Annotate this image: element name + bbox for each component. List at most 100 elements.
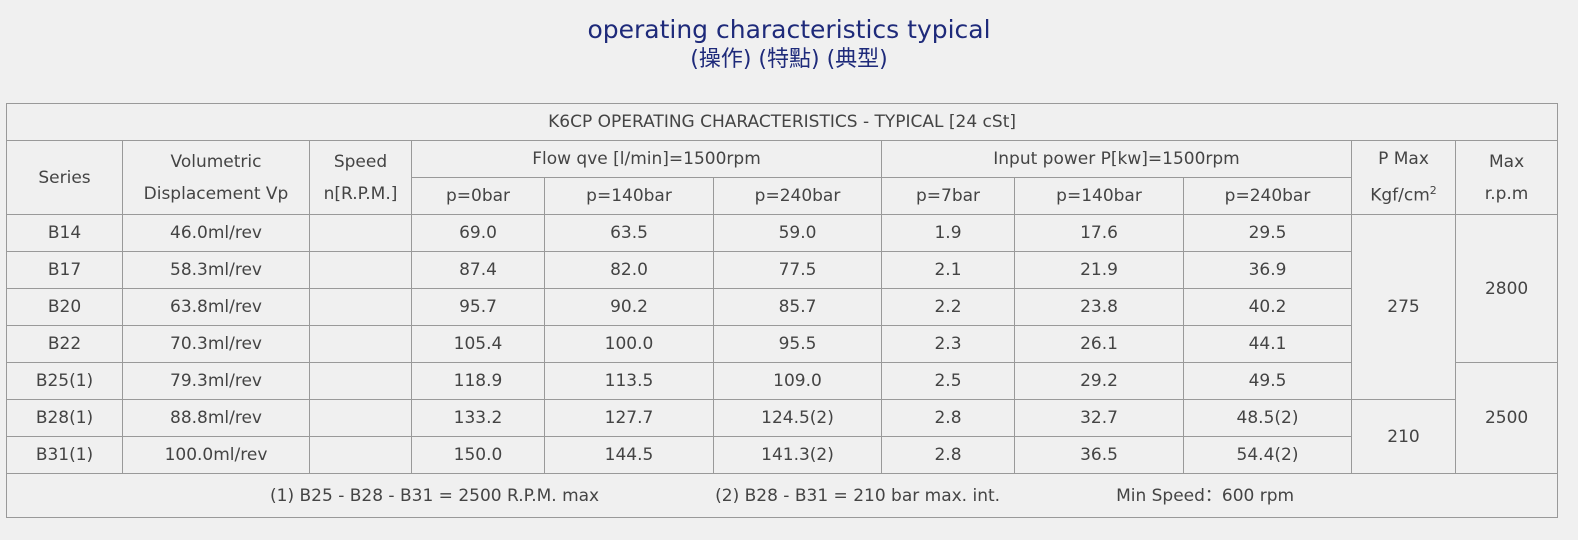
empty-cell (309, 436, 412, 474)
data-row: B20 63.8ml/rev 95.7 90.2 85.7 2.2 23.8 40.2 (6, 288, 1558, 326)
header-line: Displacement Vp (143, 183, 289, 204)
cell: 44.1 (1183, 325, 1352, 363)
cell: 63.5 (544, 214, 714, 252)
cell: 54.4(2) (1183, 436, 1352, 474)
header-row: p=0bar p=140bar p=240bar p=7bar p=140bar p=24… (7, 177, 1558, 215)
header-cell: p=240bar (1183, 177, 1352, 215)
header-line: Volumetric (170, 151, 262, 172)
empty-cell (309, 214, 412, 252)
table: K6CP OPERATING CHARACTERISTICS - TYPICAL… (5, 103, 1559, 518)
empty-cell (309, 362, 412, 400)
cell: 82.0 (544, 251, 714, 289)
cell: B28(1) (6, 399, 123, 437)
data-row: B31(1) 100.0ml/rev 150.0 144.5 141.3(2) 2.8 36… (6, 436, 1558, 474)
header-line: Speed (333, 151, 388, 172)
empty-cell (309, 325, 412, 363)
caption-row: K6CP OPERATING CHARACTERISTICS - TYPICAL… (5, 103, 1559, 141)
data-row: B14 46.0ml/rev 69.0 63.5 59.0 1.9 17.6 29.5 275 2… (6, 214, 1559, 400)
cell: 85.7 (713, 288, 882, 326)
cell: 29.2 (1014, 362, 1184, 400)
cell: 49.5 (1183, 362, 1352, 400)
header-cell: p=7bar (881, 177, 1015, 215)
cell: 133.2 (411, 399, 545, 437)
cell: 1.9 (881, 214, 1015, 252)
cell: 36.5 (1014, 436, 1184, 474)
header: operating characteristics typical (操作) (… (0, 14, 1578, 74)
cell: 2.2 (881, 288, 1015, 326)
header-cell: Series (6, 140, 123, 215)
cell: 100.0 (544, 325, 714, 363)
footnote: (1) B25 - B28 - B31 = 2500 R.P.M. max (270, 485, 600, 506)
cell: 32.7 (1014, 399, 1184, 437)
cell: 2800 (1454, 214, 1559, 363)
subtitle: (操作) (特點) (典型) (690, 47, 888, 72)
cell: 17.6 (1014, 214, 1184, 252)
header-cell: Speed n[R.P.M.] (309, 140, 412, 215)
empty-cell (309, 288, 412, 326)
cell: 100.0ml/rev (122, 436, 310, 474)
cell: 77.5 (713, 251, 882, 289)
header-row: Series Volumetric Displacement Vp Speed n[R.… (6, 140, 1559, 215)
cell: 95.5 (713, 325, 882, 363)
cell: 144.5 (544, 436, 714, 474)
title: operating characteristics typical (587, 15, 991, 44)
cell: 26.1 (1014, 325, 1184, 363)
cell: 87.4 (411, 251, 545, 289)
cell: B31(1) (6, 436, 123, 474)
footnote: (2) B28 - B31 = 210 bar max. int. (715, 485, 1001, 506)
cell: 141.3(2) (713, 436, 882, 474)
header-cell: Volumetric Displacement Vp (122, 140, 310, 215)
footer: (1) B25 - B28 - B31 = 2500 R.P.M. max (2)… (5, 473, 1559, 518)
cell: 90.2 (544, 288, 714, 326)
header-line: r.p.m (1484, 183, 1529, 204)
cell: 88.8ml/rev (122, 399, 310, 437)
cell: B17 (6, 251, 123, 289)
header-cell: Flow qve [l/min]=1500rpm (411, 140, 882, 178)
cell: 275 (1351, 214, 1456, 400)
cell: B25(1) (6, 362, 123, 400)
footnote: Min Speed：600 rpm (1116, 485, 1295, 506)
cell: 127.7 (544, 399, 714, 437)
header-cell: p=140bar (544, 177, 714, 215)
header-cell: Max r.p.m (1454, 140, 1559, 215)
cell: 124.5(2) (713, 399, 882, 437)
cell: B14 (6, 214, 123, 252)
cell: 21.9 (1014, 251, 1184, 289)
header-cell: p=140bar (1014, 177, 1184, 215)
header-line: Kgf/cm (1370, 185, 1430, 206)
cell: 59.0 (713, 214, 882, 252)
cell: 36.9 (1183, 251, 1352, 289)
data-row: B25(1) 79.3ml/rev 118.9 113.5 109.0 2.5 29.2 49… (6, 362, 1559, 474)
cell: 63.8ml/rev (122, 288, 310, 326)
cell: 105.4 (411, 325, 545, 363)
data-row: B17 58.3ml/rev 87.4 82.0 77.5 2.1 21.9 36.9 (6, 251, 1558, 289)
cell: 2500 (1454, 362, 1559, 474)
cell: 118.9 (411, 362, 545, 400)
caption: K6CP OPERATING CHARACTERISTICS - TYPICAL… (5, 103, 1559, 141)
cell: 2.8 (881, 399, 1015, 437)
cell: 58.3ml/rev (122, 251, 310, 289)
empty-cell (309, 251, 412, 289)
cell: 95.7 (411, 288, 545, 326)
cell: 69.0 (411, 214, 545, 252)
header-line: n[R.P.M.] (323, 183, 398, 204)
cell: 2.5 (881, 362, 1015, 400)
cell: 48.5(2) (1183, 399, 1352, 437)
cell: 150.0 (411, 436, 545, 474)
cell: B20 (6, 288, 123, 326)
cell: 113.5 (544, 362, 714, 400)
data-row: B28(1) 88.8ml/rev 133.2 127.7 124.5(2) 2.8 32.… (6, 399, 1558, 474)
cell: B22 (6, 325, 123, 363)
cell: 70.3ml/rev (122, 325, 310, 363)
cell: 46.0ml/rev (122, 214, 310, 252)
header-cell: p=240bar (713, 177, 882, 215)
data-row: B22 70.3ml/rev 105.4 100.0 95.5 2.3 26.1 44.1 (6, 325, 1558, 363)
superscript: 2 (1429, 184, 1437, 198)
cell: 23.8 (1014, 288, 1184, 326)
header-line: Max (1489, 151, 1525, 172)
header-cell: p=0bar (411, 177, 545, 215)
header-line: P Max (1378, 149, 1429, 170)
cell: 29.5 (1183, 214, 1352, 252)
